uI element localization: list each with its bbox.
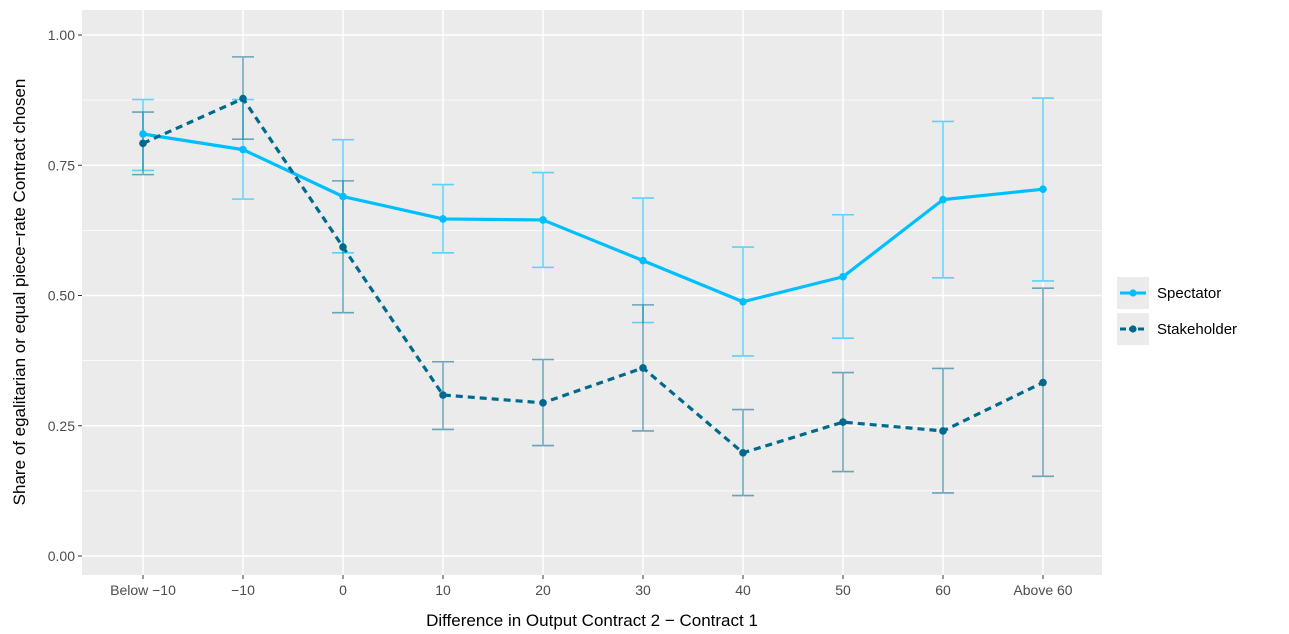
data-point-stakeholder — [739, 449, 747, 457]
x-tick-label: 60 — [935, 582, 951, 598]
data-point-stakeholder — [339, 243, 347, 251]
x-tick-label: 0 — [339, 582, 347, 598]
series-lines — [142, 96, 1044, 455]
x-tick-label: 30 — [635, 582, 651, 598]
legend: Spectator Stakeholder — [1117, 277, 1237, 345]
x-tick-label: Below −10 — [110, 582, 176, 598]
data-point-stakeholder — [139, 139, 147, 148]
x-tick-label: Above 60 — [1013, 582, 1072, 598]
data-point-stakeholder — [439, 391, 447, 399]
plot-panel — [82, 10, 1102, 575]
y-tick-label: 1.00 — [48, 27, 75, 43]
data-point-spectator — [539, 216, 547, 224]
data-point-stakeholder — [939, 427, 947, 435]
y-axis-title: Share of egalitarian or equal piece−rate… — [10, 79, 29, 506]
x-tick-label: 40 — [735, 582, 751, 598]
data-point-spectator — [339, 192, 347, 201]
y-axis: 0.00 0.25 0.50 0.75 1.00 — [48, 27, 82, 564]
x-axis-title: Difference in Output Contract 2 − Contra… — [426, 611, 758, 630]
legend-point-spectator — [1129, 289, 1137, 297]
data-point-spectator — [1039, 185, 1047, 194]
error-bars — [132, 56, 1054, 497]
data-point-stakeholder — [239, 94, 247, 103]
data-point-spectator — [939, 195, 947, 204]
data-point-spectator — [639, 256, 647, 265]
y-tick-label: 0.75 — [48, 157, 75, 173]
data-point-spectator — [239, 145, 247, 154]
data-point-stakeholder — [539, 399, 547, 407]
x-tick-label: 20 — [535, 582, 551, 598]
x-tick-label: 10 — [435, 582, 451, 598]
data-point-spectator — [439, 215, 447, 223]
data-point-spectator — [839, 272, 847, 281]
legend-label-spectator: Spectator — [1157, 285, 1221, 302]
data-point-spectator — [139, 130, 147, 138]
legend-label-stakeholder: Stakeholder — [1157, 321, 1237, 338]
data-point-stakeholder — [839, 418, 847, 426]
series-points — [139, 94, 1047, 457]
x-tick-label: 50 — [835, 582, 851, 598]
legend-point-stakeholder — [1129, 325, 1137, 333]
y-tick-label: 0.00 — [48, 548, 75, 564]
x-tick-label: −10 — [231, 582, 255, 598]
data-point-spectator — [739, 297, 747, 306]
data-point-stakeholder — [639, 364, 647, 372]
y-tick-label: 0.50 — [48, 288, 75, 304]
series-line-spectator — [142, 132, 1044, 304]
data-point-stakeholder — [1039, 378, 1047, 387]
y-tick-label: 0.25 — [48, 418, 75, 434]
x-axis: Below −10 −10 0 10 20 30 40 50 60 Above 60 — [110, 575, 1073, 598]
